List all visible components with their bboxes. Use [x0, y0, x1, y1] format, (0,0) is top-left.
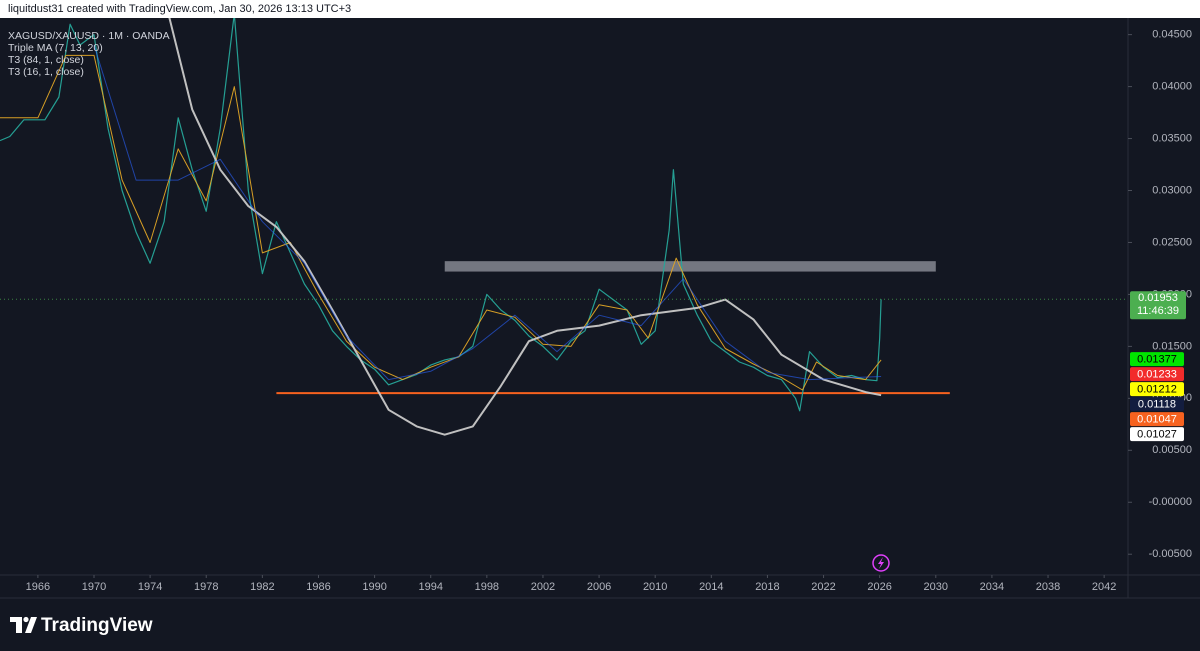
x-tick-label: 1990 — [362, 581, 386, 593]
x-tick-label: 2042 — [1092, 581, 1116, 593]
price-label-box — [1130, 352, 1184, 367]
series-line — [0, 54, 882, 391]
x-tick-label: 1974 — [138, 581, 162, 593]
y-tick-label: 0.00500 — [1152, 444, 1192, 456]
y-tick-label: 0.04500 — [1152, 29, 1192, 41]
price-label: 0.01377 — [1137, 354, 1177, 366]
x-tick-label: 2034 — [980, 581, 1004, 593]
series-line — [93, 44, 882, 381]
x-tick-label: 2010 — [643, 581, 667, 593]
series-line — [0, 18, 882, 412]
x-tick-label: 1966 — [26, 581, 50, 593]
price-label: 0.01047 — [1137, 414, 1177, 426]
x-tick-label: 1998 — [475, 581, 499, 593]
y-tick-label: -0.00000 — [1149, 496, 1192, 508]
y-tick-label: 0.02500 — [1152, 236, 1192, 248]
brand-name: TradingView — [41, 615, 153, 636]
alert-icon — [872, 554, 890, 572]
x-tick-label: 1986 — [306, 581, 330, 593]
header-text: liquitdust31 created with TradingView.co… — [8, 3, 351, 15]
price-label: 0.01233 — [1137, 369, 1177, 381]
countdown-label: 11:46:39 — [1137, 305, 1179, 317]
price-label-box — [1130, 382, 1184, 397]
x-tick-label: 1994 — [418, 581, 442, 593]
price-label-box — [1130, 367, 1184, 382]
y-tick-label: 0.03500 — [1152, 132, 1192, 144]
x-tick-label: 2038 — [1036, 581, 1060, 593]
y-tick-label: -0.00500 — [1149, 548, 1192, 560]
price-label: 0.01212 — [1137, 384, 1177, 396]
price-label-box — [1130, 397, 1184, 412]
y-tick-label: 0.04000 — [1152, 80, 1192, 92]
price-label-box — [1130, 427, 1184, 442]
x-tick-label: 2002 — [531, 581, 555, 593]
legend-entry: T3 (84, 1, close) — [8, 54, 84, 66]
x-tick-label: 1982 — [250, 581, 274, 593]
legend-entry: Triple MA (7, 13, 20) — [8, 42, 103, 54]
brand-logo — [10, 616, 37, 633]
x-tick-label: 1978 — [194, 581, 218, 593]
header-bar — [0, 0, 1200, 18]
x-tick-label: 2026 — [867, 581, 891, 593]
plot — [0, 18, 950, 436]
x-tick-label: 2006 — [587, 581, 611, 593]
price-label-box — [1130, 412, 1184, 427]
x-tick-label: 2030 — [924, 581, 948, 593]
x-tick-label: 2022 — [811, 581, 835, 593]
y-tick-label: 0.01500 — [1152, 340, 1192, 352]
x-tick-label: 2018 — [755, 581, 779, 593]
price-label: 0.01027 — [1137, 429, 1177, 441]
legend-entry: XAGUSD/XAUUSD · 1M · OANDA — [8, 30, 170, 42]
y-tick-label: 0.03000 — [1152, 184, 1192, 196]
x-tick-label: 2014 — [699, 581, 723, 593]
series-line — [168, 18, 882, 436]
legend-entry: T3 (16, 1, close) — [8, 66, 84, 78]
price-label: 0.01118 — [1138, 399, 1176, 411]
x-tick-label: 1970 — [82, 581, 106, 593]
last-price-box — [1130, 291, 1186, 320]
last-price-label: 0.01953 — [1138, 292, 1178, 304]
resistance-zone — [444, 261, 936, 272]
